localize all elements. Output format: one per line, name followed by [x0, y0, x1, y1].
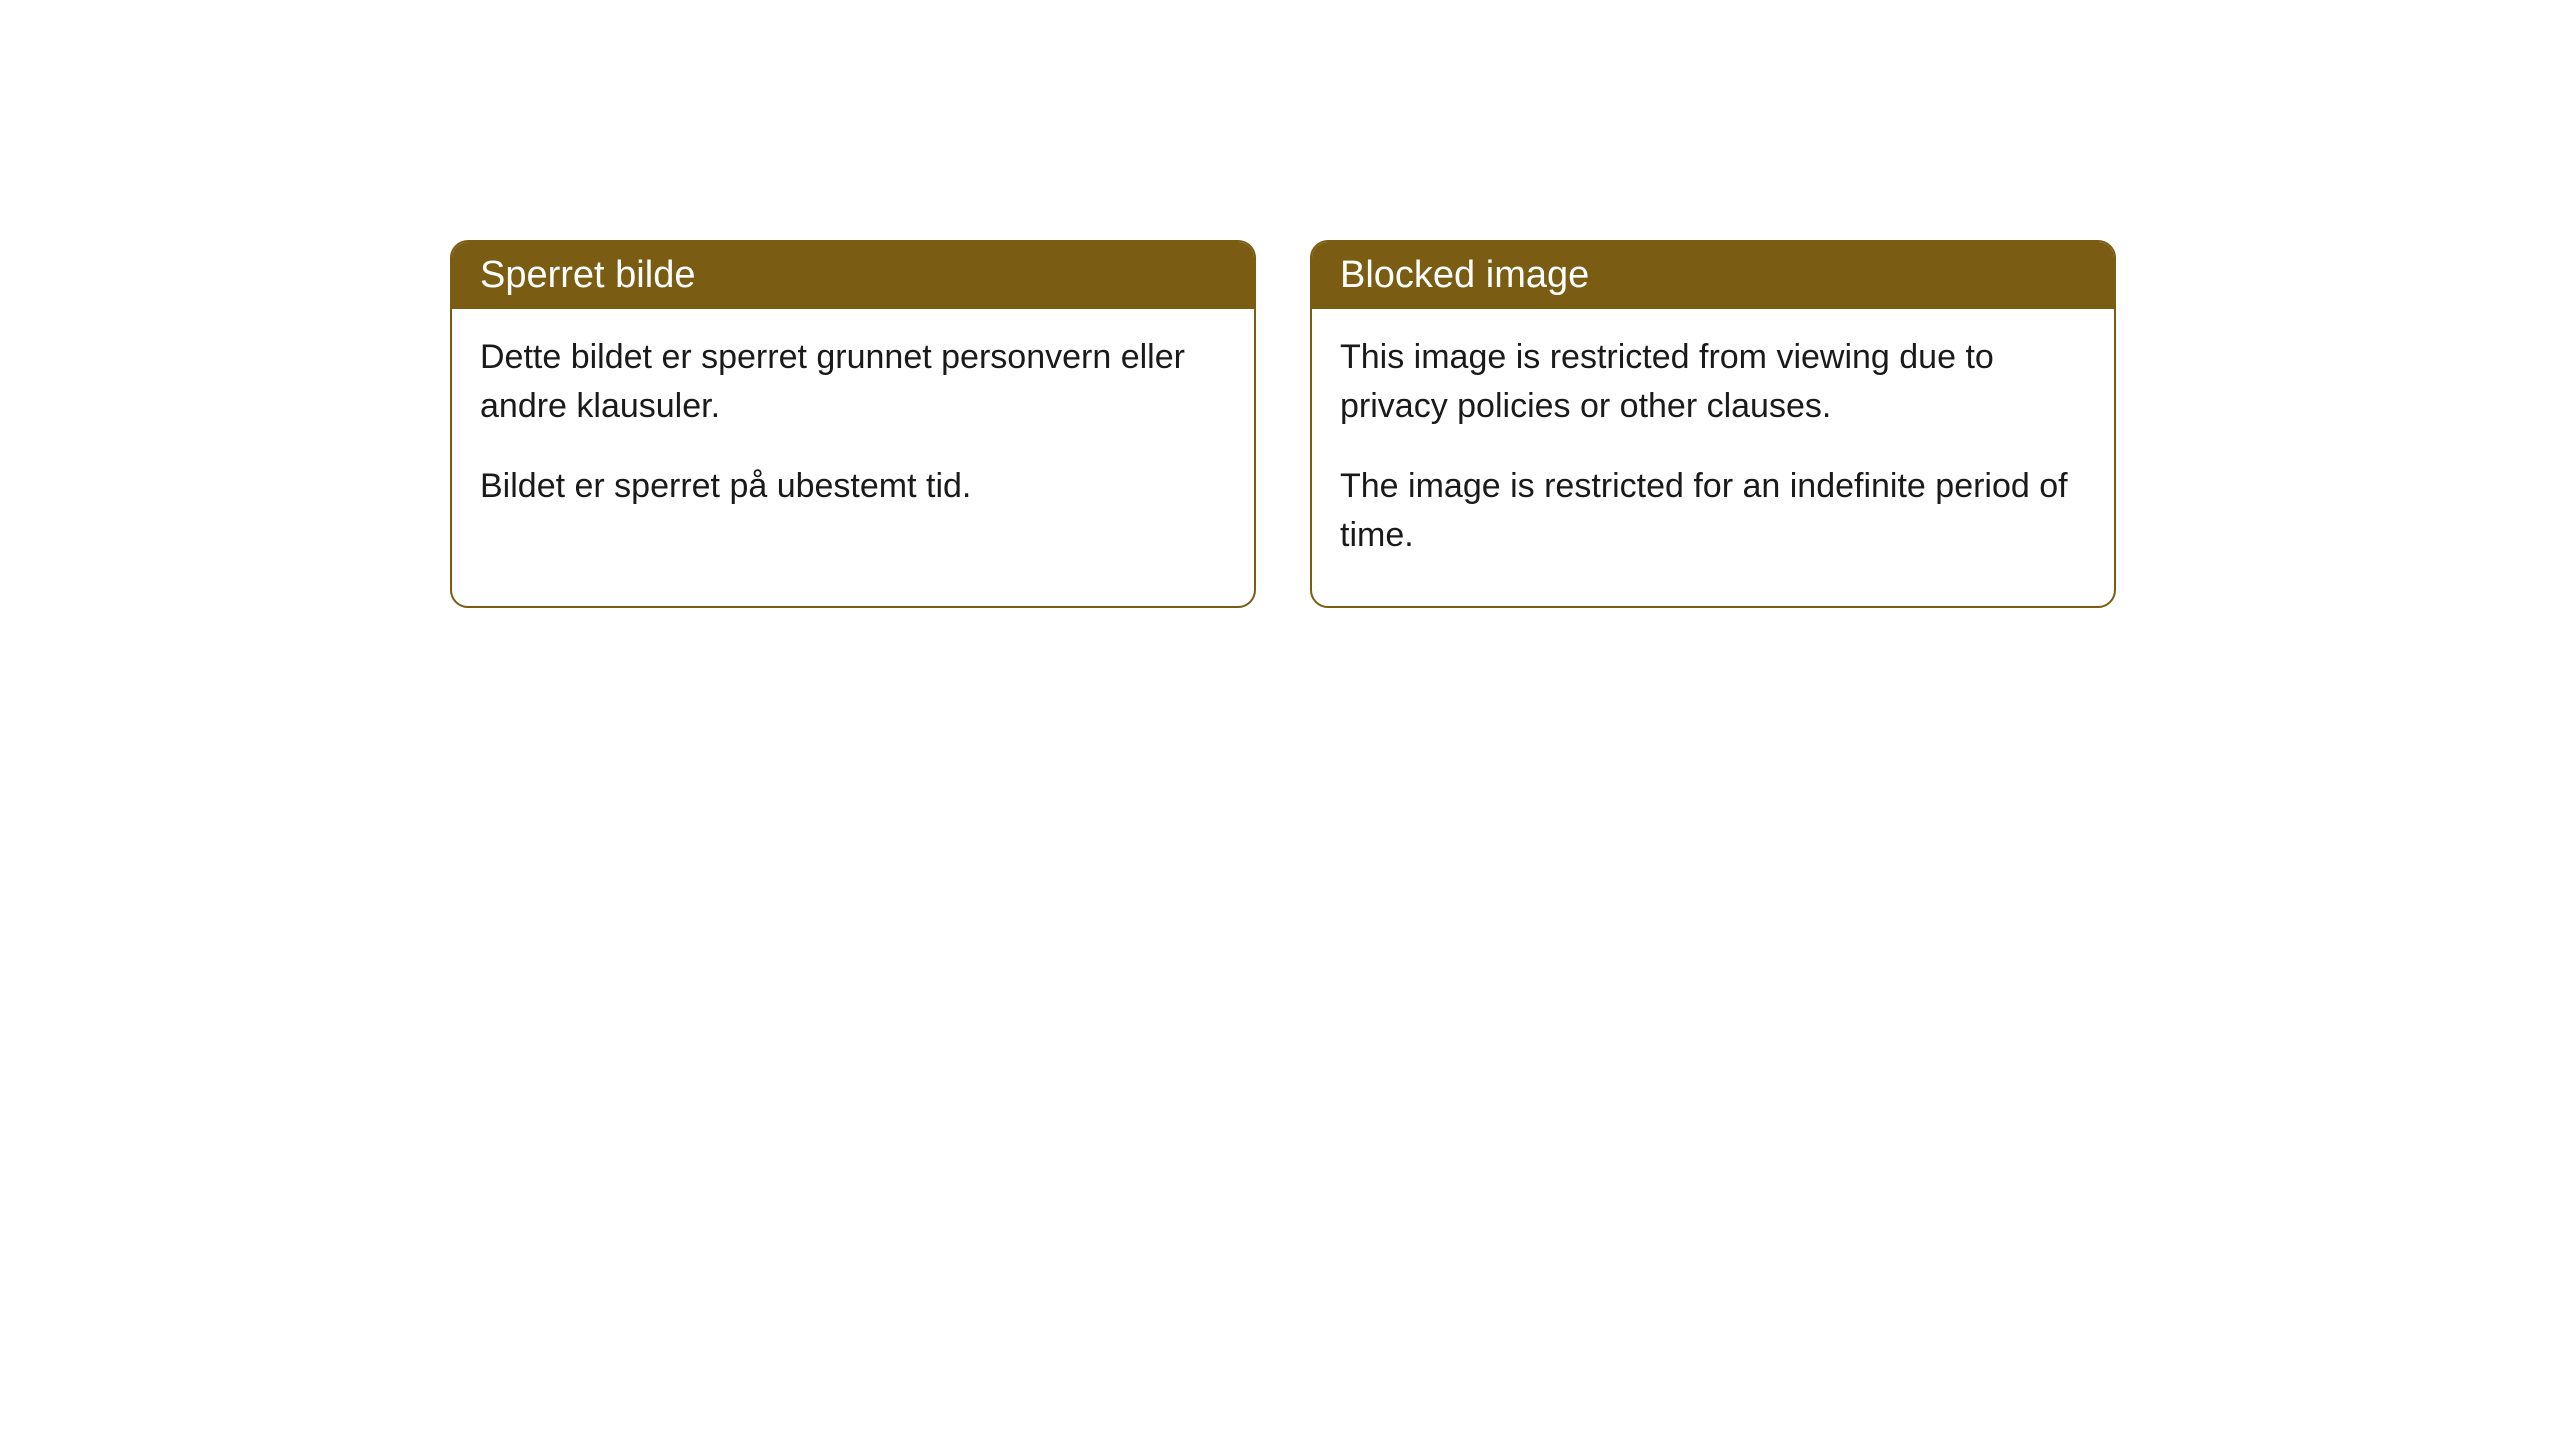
- card-body-english: This image is restricted from viewing du…: [1312, 309, 2114, 606]
- card-text-paragraph: The image is restricted for an indefinit…: [1340, 462, 2086, 561]
- card-text-paragraph: This image is restricted from viewing du…: [1340, 333, 2086, 432]
- card-title-english: Blocked image: [1312, 242, 2114, 309]
- card-text-paragraph: Dette bildet er sperret grunnet personve…: [480, 333, 1226, 432]
- card-text-paragraph: Bildet er sperret på ubestemt tid.: [480, 462, 1226, 511]
- blocked-image-card-english: Blocked image This image is restricted f…: [1310, 240, 2116, 608]
- blocked-image-card-norwegian: Sperret bilde Dette bildet er sperret gr…: [450, 240, 1256, 608]
- card-title-norwegian: Sperret bilde: [452, 242, 1254, 309]
- notice-cards-container: Sperret bilde Dette bildet er sperret gr…: [450, 240, 2116, 608]
- card-body-norwegian: Dette bildet er sperret grunnet personve…: [452, 309, 1254, 557]
